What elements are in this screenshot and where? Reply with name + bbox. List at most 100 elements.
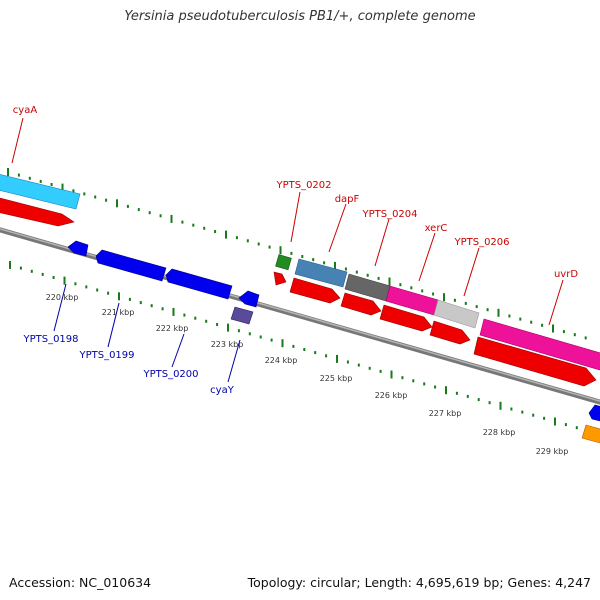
lower-track-minor-tick xyxy=(270,338,273,342)
lower-track-minor-tick xyxy=(183,313,186,317)
upper-track-minor-tick xyxy=(486,308,489,312)
lower-track-minor-tick xyxy=(543,416,546,420)
lower-track-minor-tick xyxy=(248,332,251,336)
upper-track-minor-tick xyxy=(203,226,206,230)
lower-track-minor-tick xyxy=(423,382,426,386)
lower-track-minor-tick xyxy=(564,423,567,427)
upper-track-minor-tick xyxy=(377,276,380,280)
lower-track-minor-tick xyxy=(314,351,317,355)
gene-ypts-0198[interactable] xyxy=(95,249,167,282)
upper-track-minor-tick xyxy=(126,204,129,208)
upper-track-minor-tick xyxy=(94,195,97,199)
lower-track-minor-tick xyxy=(292,344,295,348)
gene-green[interactable] xyxy=(275,254,292,271)
upper-track-minor-tick xyxy=(541,323,544,327)
lower-track-minor-tick xyxy=(52,276,55,279)
lower-track-minor-tick xyxy=(325,354,328,358)
gene-cyay[interactable] xyxy=(230,306,254,325)
gene-label-uvrd: uvrD xyxy=(554,269,578,280)
gene-cyaa[interactable] xyxy=(0,172,81,210)
lower-track-major-tick xyxy=(118,292,120,301)
tick-label-220: 220 kbp xyxy=(46,293,79,302)
lower-track-minor-tick xyxy=(150,304,153,308)
gene-blue-edge[interactable] xyxy=(588,404,600,422)
lower-track-minor-tick xyxy=(161,307,164,311)
gene-ypts-0199[interactable] xyxy=(165,268,233,300)
upper-track-minor-tick xyxy=(301,255,304,258)
gene-label-dapf: dapF xyxy=(335,194,360,205)
upper-track-minor-tick xyxy=(148,211,151,215)
reverse-gene-labels: YPTS_0198 YPTS_0199 YPTS_0200 cyaY xyxy=(22,334,234,396)
upper-track-minor-tick xyxy=(530,320,533,324)
reverse-strand xyxy=(67,240,600,444)
upper-track-major-tick xyxy=(61,183,64,192)
upper-track-minor-tick xyxy=(573,333,576,337)
gene-label-ypts-0206: YPTS_0206 xyxy=(453,237,509,248)
upper-track-minor-tick xyxy=(246,239,249,243)
tick-label-222: 222 kbp xyxy=(156,324,189,333)
upper-track-minor-tick xyxy=(257,242,260,246)
gene-red-f[interactable] xyxy=(473,336,597,387)
lower-track-minor-tick xyxy=(357,363,360,367)
lower-track-minor-tick xyxy=(346,360,349,364)
lower-track-minor-tick xyxy=(510,407,513,411)
upper-track-minor-tick xyxy=(323,261,326,265)
gene-red-a[interactable] xyxy=(0,195,75,227)
upper-track-minor-tick xyxy=(366,273,369,277)
lower-track-minor-tick xyxy=(194,316,197,320)
gene-red-c[interactable] xyxy=(340,292,382,316)
lower-track-minor-tick xyxy=(96,288,99,292)
gene-red-b[interactable] xyxy=(289,277,341,304)
gene-ypts-0202[interactable] xyxy=(294,258,348,288)
upper-track-minor-tick xyxy=(28,176,31,180)
upper-track-minor-tick xyxy=(344,267,347,271)
upper-track-minor-tick xyxy=(105,198,108,202)
upper-track-minor-tick xyxy=(464,301,467,305)
lower-track-minor-tick xyxy=(259,335,262,339)
gene-orange-edge[interactable] xyxy=(581,424,600,444)
accession-label: Accession: NC_010634 xyxy=(9,575,152,590)
upper-track-major-tick xyxy=(388,277,391,286)
upper-track-minor-tick xyxy=(39,179,42,183)
tick-label-229: 229 kbp xyxy=(536,447,569,456)
upper-track-minor-tick xyxy=(355,270,358,274)
upper-track-minor-tick xyxy=(312,258,315,262)
lower-track-major-tick xyxy=(227,323,229,332)
upper-track-major-tick xyxy=(116,199,118,208)
lower-track-minor-tick xyxy=(401,376,404,380)
gene-xerc[interactable] xyxy=(433,299,480,329)
tick-labels: 220 kbp 221 kbp 222 kbp 223 kbp 224 kbp … xyxy=(46,293,569,456)
gene-red-d[interactable] xyxy=(379,304,433,332)
lower-track-minor-tick xyxy=(379,369,382,373)
upper-track-minor-tick xyxy=(181,220,184,224)
upper-track-minor-tick xyxy=(432,292,435,296)
lower-track-minor-tick xyxy=(455,391,458,395)
gene-blue-small-a[interactable] xyxy=(67,240,89,257)
genome-summary: Topology: circular; Length: 4,695,619 bp… xyxy=(247,575,591,590)
lower-track-major-tick xyxy=(9,261,11,269)
upper-track-minor-tick xyxy=(290,251,293,255)
upper-track-minor-tick xyxy=(235,236,238,240)
gene-red-e[interactable] xyxy=(429,320,471,345)
upper-track-major-tick xyxy=(170,214,173,223)
gene-label-ypts-0199: YPTS_0199 xyxy=(78,350,134,361)
gene-ypts-0203[interactable] xyxy=(273,271,287,286)
upper-track-minor-tick xyxy=(399,283,402,287)
lower-track-major-tick xyxy=(63,276,66,285)
upper-track-minor-tick xyxy=(192,223,195,227)
upper-track-major-tick xyxy=(443,293,445,302)
tick-label-223: 223 kbp xyxy=(211,340,244,349)
lower-track-minor-tick xyxy=(205,319,208,323)
upper-track-minor-tick xyxy=(453,298,456,302)
gene-uvrd[interactable] xyxy=(479,318,600,371)
upper-track-minor-tick xyxy=(508,314,511,318)
gene-ypts-0200[interactable] xyxy=(238,290,260,308)
lower-track-minor-tick xyxy=(532,413,535,417)
lower-track-minor-tick xyxy=(74,282,77,286)
lower-track-minor-tick xyxy=(477,398,480,402)
forward-strand-outer xyxy=(0,172,600,371)
upper-track-minor-tick xyxy=(410,286,413,290)
genome-backbone xyxy=(0,227,600,405)
lower-track-major-tick xyxy=(336,354,338,363)
upper-track-minor-tick xyxy=(584,336,587,340)
